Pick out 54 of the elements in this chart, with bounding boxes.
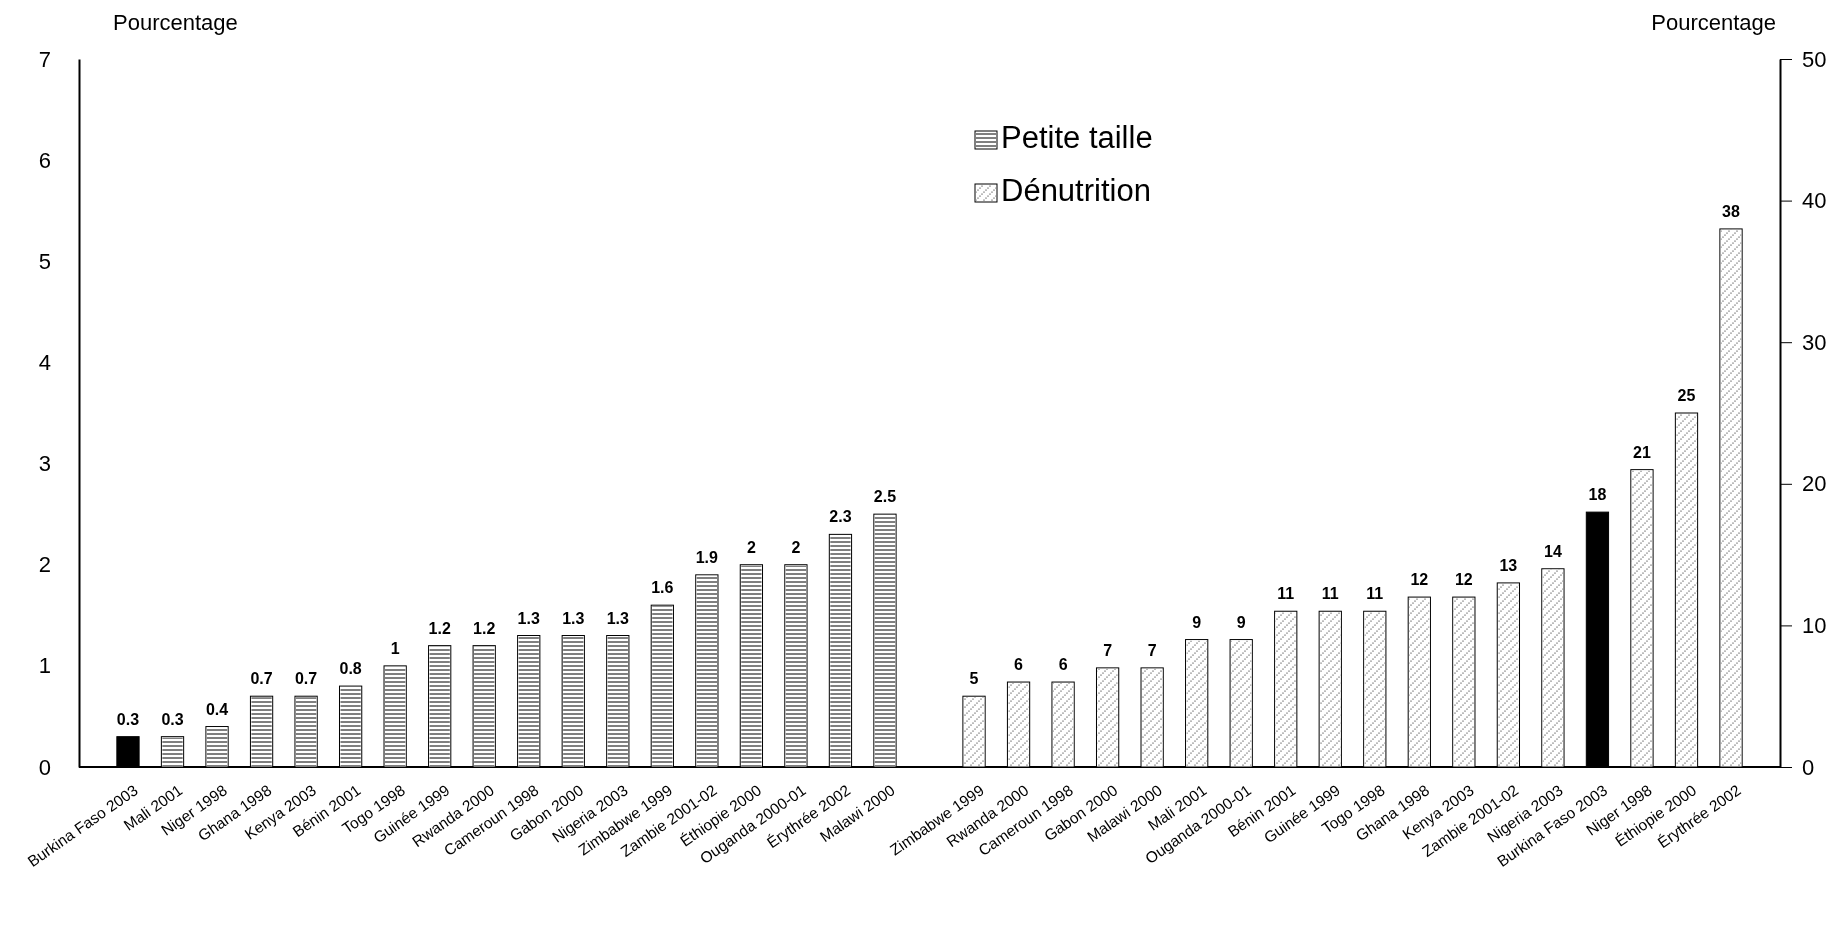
data-label: 18 bbox=[1588, 486, 1607, 504]
data-label: 11 bbox=[1321, 585, 1339, 603]
data-label: 6 bbox=[1014, 656, 1024, 674]
data-label: 0.3 bbox=[161, 710, 184, 728]
data-label: 38 bbox=[1722, 202, 1741, 220]
data-label: 0.7 bbox=[294, 670, 318, 688]
data-label: 0.8 bbox=[339, 660, 362, 678]
y-tick-label: 3 bbox=[38, 451, 51, 477]
data-label: 0.7 bbox=[250, 670, 273, 688]
data-label: 11 bbox=[1277, 585, 1295, 603]
y-tick-label: 0 bbox=[38, 754, 51, 780]
legend-label: Petite taille bbox=[1001, 120, 1153, 155]
data-label: 1.3 bbox=[517, 609, 540, 627]
data-label: 0.4 bbox=[205, 700, 229, 718]
data-label: 1.6 bbox=[651, 579, 674, 597]
data-label: 2 bbox=[791, 538, 801, 556]
data-label: 1 bbox=[390, 639, 400, 657]
data-label: 2.5 bbox=[873, 488, 897, 506]
data-label: 2.3 bbox=[829, 508, 852, 526]
data-label: 2 bbox=[746, 538, 756, 556]
data-label: 7 bbox=[1147, 641, 1157, 659]
y2-tick-label: 10 bbox=[1802, 612, 1827, 638]
data-label: 1.3 bbox=[606, 609, 630, 627]
data-label: 7 bbox=[1103, 641, 1113, 659]
y-tick-label: 2 bbox=[38, 552, 51, 578]
y2-tick-label: 50 bbox=[1802, 46, 1827, 72]
data-label: 9 bbox=[1236, 613, 1246, 631]
y2-tick-label: 40 bbox=[1802, 188, 1827, 214]
data-label: 14 bbox=[1544, 542, 1562, 560]
y-tick-label: 4 bbox=[38, 349, 51, 375]
y2-tick-label: 20 bbox=[1802, 471, 1827, 497]
data-label: 6 bbox=[1058, 656, 1068, 674]
y-tick-label: 6 bbox=[38, 147, 51, 173]
data-label: 1.9 bbox=[695, 548, 719, 566]
data-label: 1.3 bbox=[562, 609, 585, 627]
legend-label: Dénutrition bbox=[1001, 173, 1151, 208]
y-axis-title: Pourcentage bbox=[113, 10, 238, 35]
data-label: 12 bbox=[1410, 571, 1429, 589]
data-label: 9 bbox=[1192, 613, 1202, 631]
data-label: 21 bbox=[1633, 443, 1651, 461]
data-label: 13 bbox=[1499, 556, 1518, 574]
data-label: 1.2 bbox=[428, 619, 451, 637]
data-label: 1.2 bbox=[473, 619, 496, 637]
data-label: 5 bbox=[969, 670, 979, 688]
y-tick-label: 1 bbox=[38, 653, 51, 679]
y2-tick-label: 0 bbox=[1802, 754, 1815, 780]
data-label: 25 bbox=[1677, 387, 1696, 404]
y2-axis-title: Pourcentage bbox=[1651, 10, 1776, 35]
data-label: 12 bbox=[1454, 571, 1473, 589]
data-label: 0.3 bbox=[116, 710, 140, 728]
data-label: 11 bbox=[1366, 585, 1384, 603]
y-tick-label: 5 bbox=[38, 248, 51, 274]
y2-tick-label: 30 bbox=[1802, 329, 1827, 355]
y-tick-label: 7 bbox=[38, 46, 51, 72]
